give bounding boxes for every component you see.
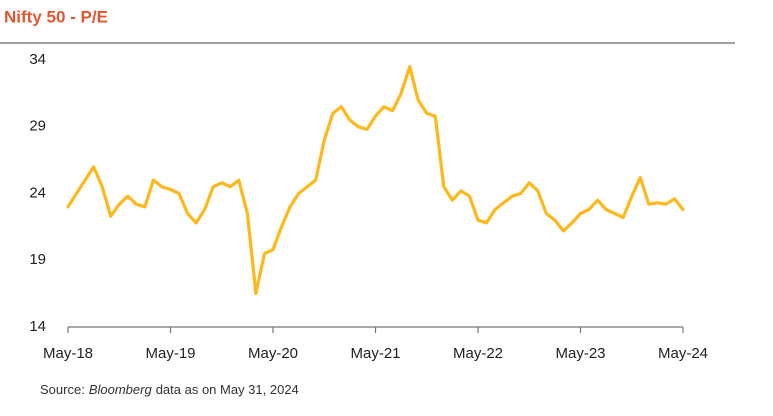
x-tick-label: May-22 — [453, 345, 503, 362]
source-name: Bloomberg — [88, 382, 152, 397]
x-tick-label: May-18 — [43, 345, 93, 362]
source-detail: data as on May 31, 2024 — [155, 382, 299, 397]
source-note: Source: Bloomberg data as on May 31, 2024 — [40, 382, 303, 397]
line-series — [66, 65, 685, 296]
x-tick-label: May-23 — [555, 345, 605, 362]
x-tick-label: May-24 — [658, 345, 708, 362]
y-tick-label: 24 — [29, 184, 46, 201]
y-tick-label: 29 — [29, 118, 46, 135]
y-tick-label: 34 — [29, 51, 46, 68]
x-tick-label: May-19 — [145, 345, 195, 362]
x-tick-label: May-20 — [248, 345, 298, 362]
y-tick-label: 19 — [29, 251, 46, 268]
x-tick-label: May-21 — [350, 345, 400, 362]
y-tick-label: 14 — [29, 318, 46, 335]
chart-title: Nifty 50 - P/E — [4, 7, 108, 26]
source-label: Source: — [40, 382, 85, 397]
chart: Nifty 50 - P/E 14 19 24 29 34 May-18 May-19 May… — [0, 7, 735, 362]
